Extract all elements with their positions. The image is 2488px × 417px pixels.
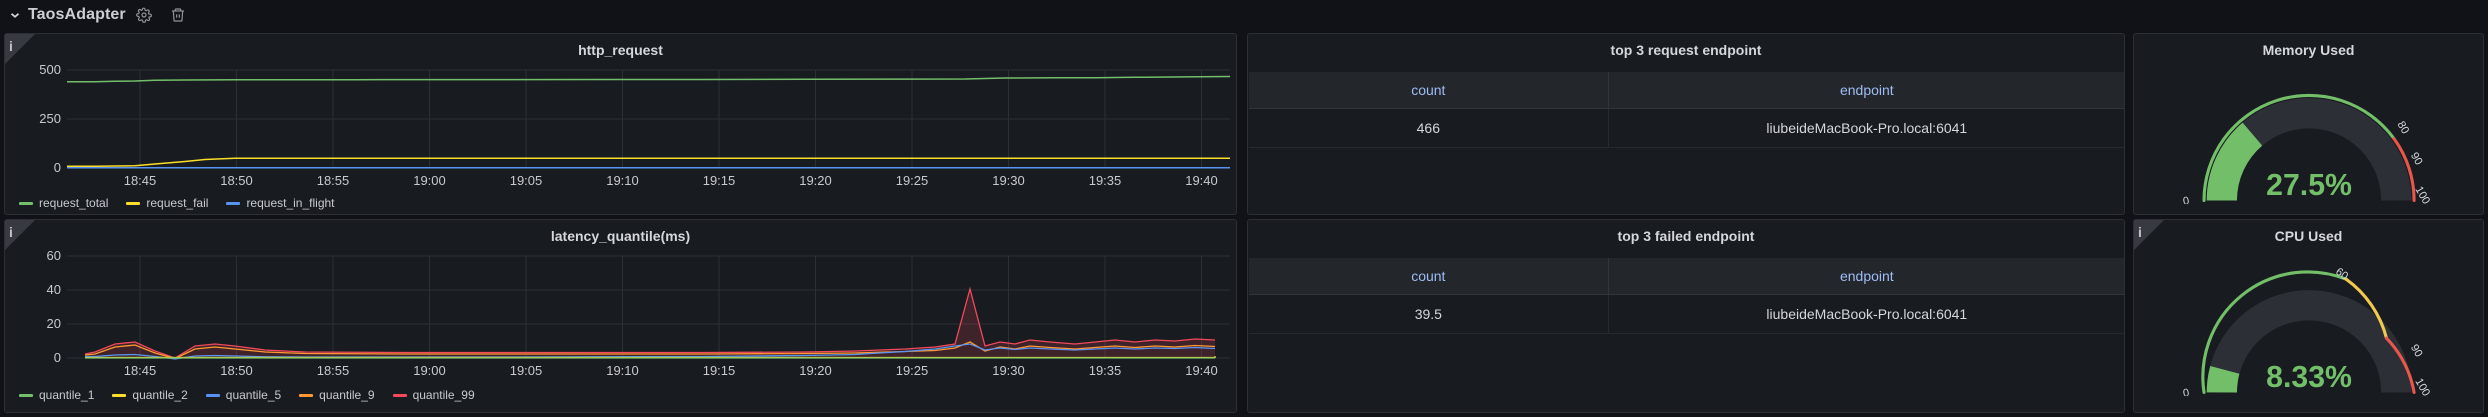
svg-text:19:00: 19:00 <box>413 173 446 188</box>
svg-text:0: 0 <box>2182 195 2190 204</box>
svg-text:19:10: 19:10 <box>606 363 639 378</box>
svg-text:18:55: 18:55 <box>317 173 350 188</box>
svg-text:18:50: 18:50 <box>220 173 253 188</box>
svg-text:19:25: 19:25 <box>896 363 929 378</box>
svg-text:60: 60 <box>47 248 61 263</box>
svg-text:18:50: 18:50 <box>220 363 253 378</box>
svg-text:18:55: 18:55 <box>317 363 350 378</box>
svg-text:19:20: 19:20 <box>799 363 832 378</box>
svg-text:0: 0 <box>54 160 61 175</box>
svg-text:0: 0 <box>2182 387 2190 396</box>
svg-text:19:15: 19:15 <box>703 363 736 378</box>
svg-text:19:15: 19:15 <box>703 173 736 188</box>
svg-text:19:00: 19:00 <box>413 363 446 378</box>
svg-text:20: 20 <box>47 316 61 331</box>
svg-text:19:35: 19:35 <box>1089 173 1122 188</box>
svg-text:19:20: 19:20 <box>799 173 832 188</box>
svg-text:8.33%: 8.33% <box>2266 361 2352 394</box>
svg-text:0: 0 <box>54 350 61 365</box>
svg-text:19:40: 19:40 <box>1185 363 1218 378</box>
svg-text:40: 40 <box>47 282 61 297</box>
svg-text:19:25: 19:25 <box>896 173 929 188</box>
svg-text:18:45: 18:45 <box>124 363 157 378</box>
svg-text:80: 80 <box>2395 119 2412 136</box>
svg-text:18:45: 18:45 <box>124 173 157 188</box>
svg-text:500: 500 <box>39 62 61 77</box>
svg-text:19:35: 19:35 <box>1089 363 1122 378</box>
svg-text:19:30: 19:30 <box>992 363 1025 378</box>
svg-text:19:30: 19:30 <box>992 173 1025 188</box>
svg-text:19:40: 19:40 <box>1185 173 1218 188</box>
svg-text:19:05: 19:05 <box>510 363 543 378</box>
svg-text:19:05: 19:05 <box>510 173 543 188</box>
svg-text:250: 250 <box>39 111 61 126</box>
svg-text:27.5%: 27.5% <box>2266 169 2352 202</box>
svg-text:90: 90 <box>2408 151 2425 168</box>
svg-text:90: 90 <box>2408 343 2425 360</box>
svg-text:19:10: 19:10 <box>606 173 639 188</box>
